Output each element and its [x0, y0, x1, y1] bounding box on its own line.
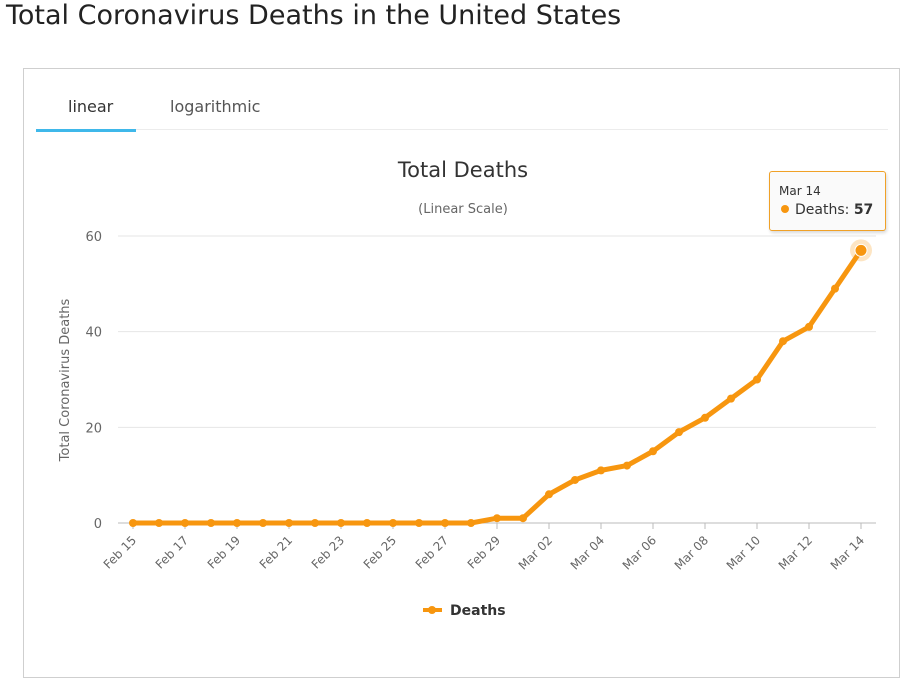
x-tick-label: Mar 14: [828, 533, 867, 572]
data-point[interactable]: [727, 394, 735, 403]
legend-marker: [428, 606, 436, 614]
data-point[interactable]: [155, 519, 163, 527]
data-point[interactable]: [311, 519, 319, 527]
x-tick-label: Mar 08: [672, 533, 711, 572]
x-tick-label: Feb 19: [205, 533, 243, 571]
data-point[interactable]: [753, 375, 761, 384]
x-tick-label: Feb 25: [361, 533, 399, 571]
chart-title: Total Deaths: [397, 158, 528, 182]
x-tick-label: Mar 10: [724, 533, 763, 572]
legend-item-deaths[interactable]: Deaths: [450, 603, 506, 619]
data-point[interactable]: [623, 461, 631, 470]
data-point[interactable]: [259, 519, 267, 527]
scale-tabs: linear logarithmic: [36, 69, 888, 132]
active-tab-indicator: [36, 129, 136, 132]
data-point[interactable]: [233, 519, 241, 527]
data-point[interactable]: [467, 519, 475, 527]
data-point[interactable]: [831, 284, 839, 293]
page-title: Total Coronavirus Deaths in the United S…: [6, 0, 622, 31]
x-tick-label: Feb 21: [257, 533, 295, 571]
chart-card: linear logarithmic: [23, 68, 900, 678]
x-tick-label: Mar 04: [568, 533, 607, 572]
data-point[interactable]: [545, 490, 553, 499]
x-tick-label: Feb 15: [101, 533, 139, 571]
tooltip-line: Deaths: 57: [781, 202, 873, 218]
data-point[interactable]: [519, 514, 527, 523]
x-tick-label: Feb 27: [413, 533, 451, 571]
x-tick-label: Feb 23: [309, 533, 347, 571]
data-point[interactable]: [675, 428, 683, 437]
tab-linear[interactable]: linear: [68, 97, 114, 116]
x-tick-label: Mar 06: [620, 533, 659, 572]
data-point[interactable]: [571, 475, 579, 484]
data-point[interactable]: [285, 519, 293, 527]
data-point[interactable]: [207, 519, 215, 527]
data-point[interactable]: [389, 519, 397, 527]
x-tick-label: Mar 12: [776, 533, 815, 572]
y-axis-title: Total Coronavirus Deaths: [58, 298, 73, 462]
data-point[interactable]: [701, 413, 709, 422]
tooltip-series-name: Deaths: [795, 202, 845, 218]
data-tooltip: Mar 14 Deaths: 57: [769, 171, 886, 231]
data-point[interactable]: [493, 514, 501, 523]
tooltip-series-dot: [781, 205, 789, 213]
tab-logarithmic[interactable]: logarithmic: [170, 97, 261, 116]
y-tick-label: 60: [85, 230, 102, 245]
tooltip-value: 57: [853, 202, 874, 218]
data-point[interactable]: [181, 519, 189, 527]
data-point[interactable]: [363, 519, 371, 527]
data-point[interactable]: [597, 466, 605, 475]
y-tick-label: 40: [85, 326, 102, 341]
chart-subtitle: (Linear Scale): [418, 202, 508, 217]
x-tick-label: Mar 02: [516, 533, 555, 572]
data-point[interactable]: [415, 519, 423, 527]
data-point[interactable]: [129, 519, 137, 527]
series-line-deaths: [130, 247, 864, 526]
data-point[interactable]: [854, 243, 868, 257]
data-point[interactable]: [649, 447, 657, 456]
y-tick-label: 0: [94, 517, 102, 532]
tooltip-date: Mar 14: [779, 184, 821, 198]
data-point[interactable]: [805, 322, 813, 331]
data-point[interactable]: [337, 519, 345, 527]
y-tick-label: 20: [85, 421, 102, 436]
x-tick-label: Feb 29: [465, 533, 503, 571]
data-point[interactable]: [441, 519, 449, 527]
data-point[interactable]: [779, 337, 787, 346]
x-tick-label: Feb 17: [153, 533, 191, 571]
